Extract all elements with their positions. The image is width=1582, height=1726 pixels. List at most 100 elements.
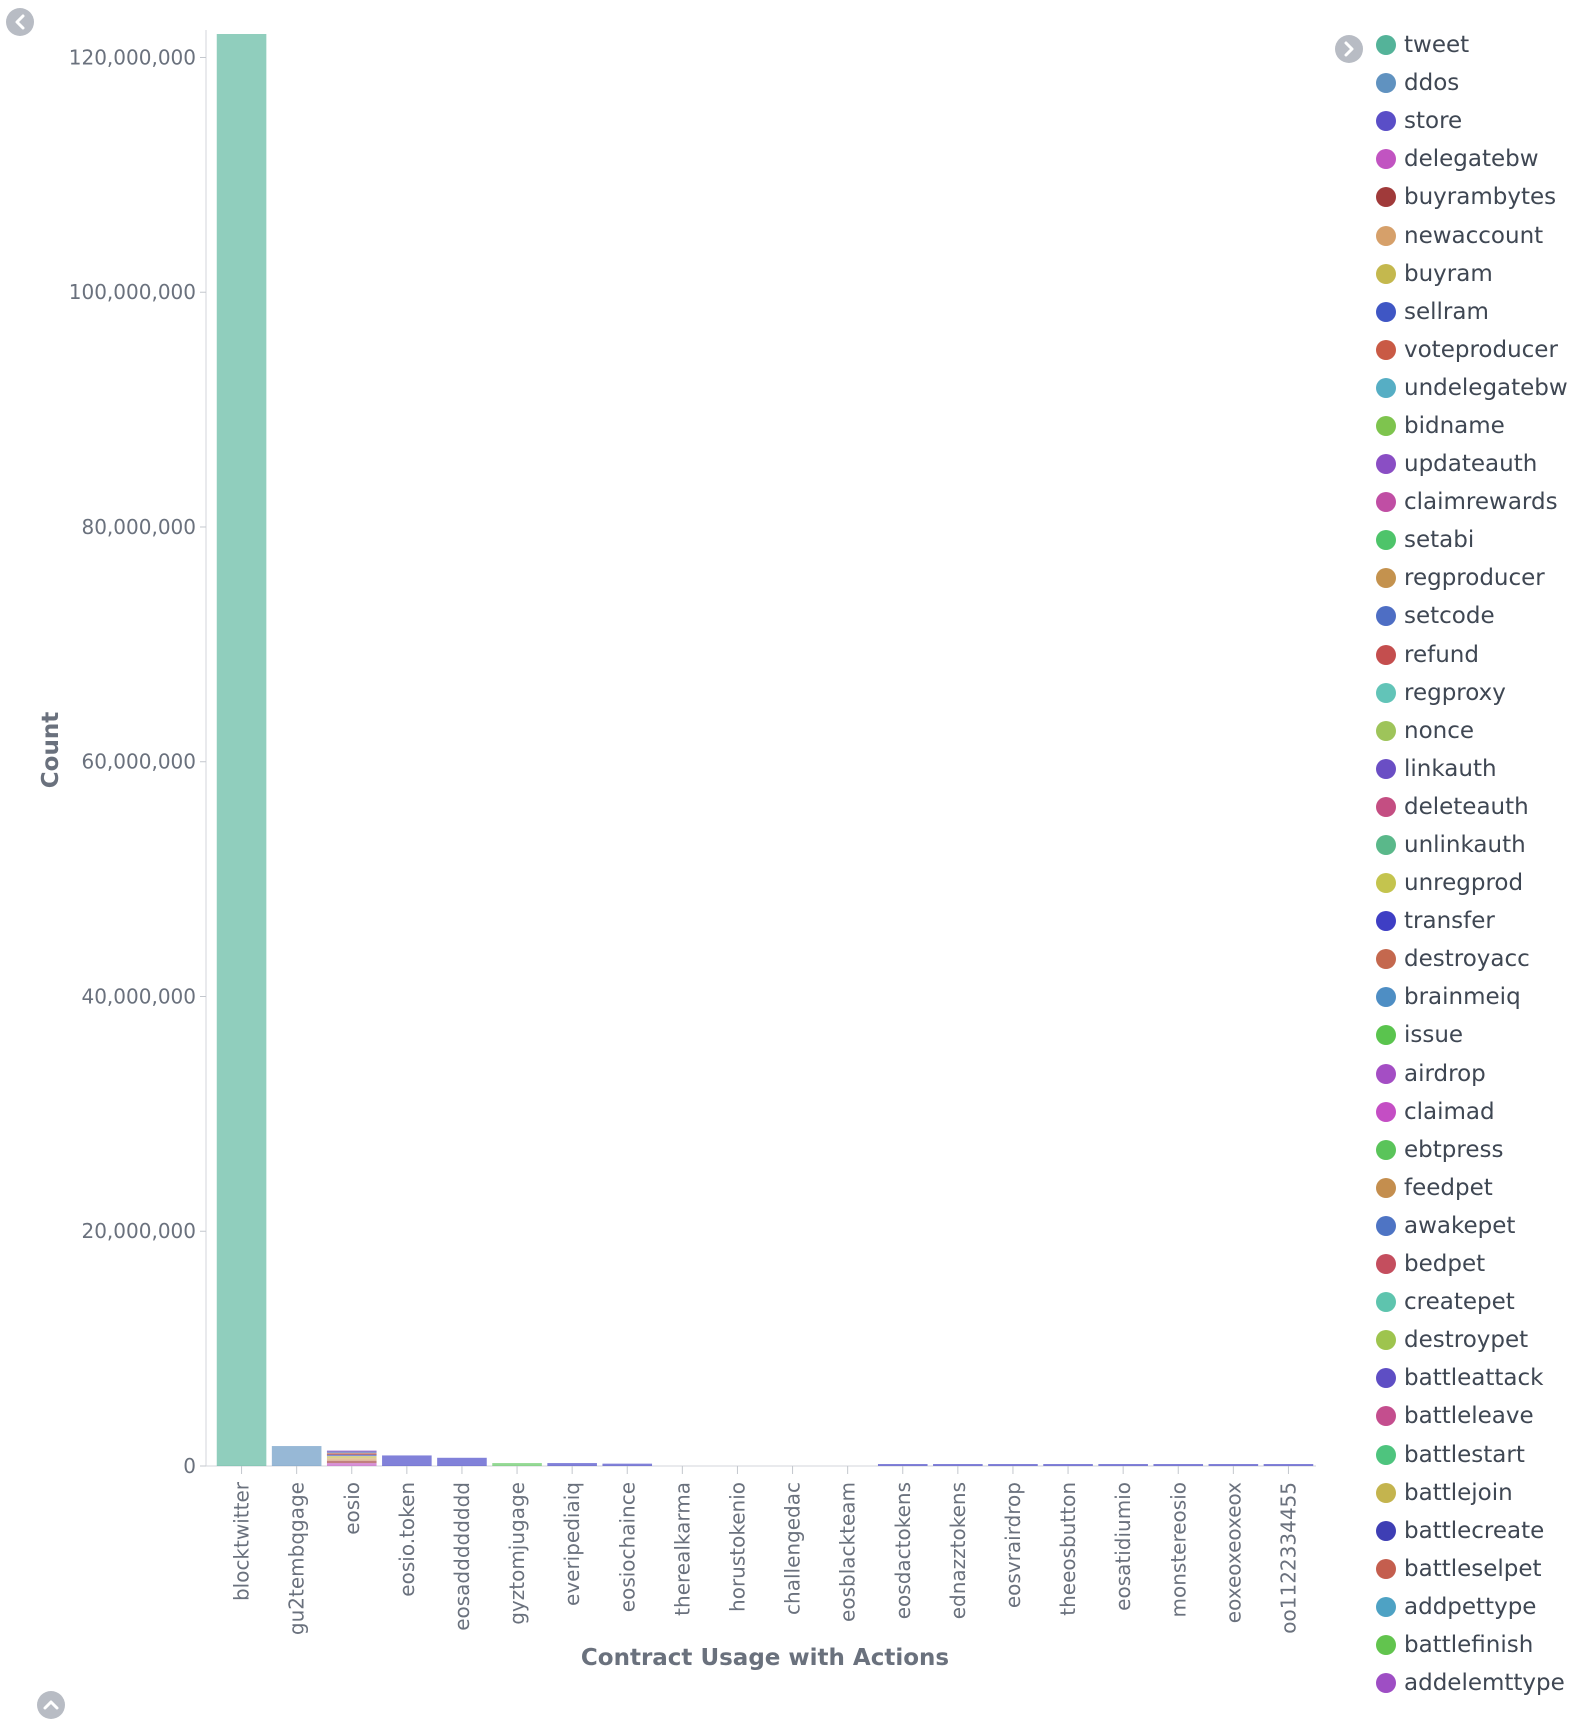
chevron-left-icon[interactable] xyxy=(6,8,34,36)
legend-item-battleattack[interactable]: battleattack xyxy=(1376,1359,1582,1397)
legend-label: setcode xyxy=(1404,603,1495,630)
legend-swatch xyxy=(1376,492,1396,513)
y-tick-label: 40,000,000 xyxy=(81,984,196,1008)
legend-item-createpet[interactable]: createpet xyxy=(1376,1283,1582,1321)
legend-swatch xyxy=(1376,1330,1396,1351)
legend-label: ebtpress xyxy=(1404,1136,1504,1163)
legend-item-nonce[interactable]: nonce xyxy=(1376,712,1582,750)
legend-item-destroypet[interactable]: destroypet xyxy=(1376,1321,1582,1359)
legend-swatch xyxy=(1376,149,1396,170)
legend-swatch xyxy=(1376,796,1396,817)
bar-monstereosio-transfer xyxy=(1153,1464,1204,1466)
legend-item-battlefinish[interactable]: battlefinish xyxy=(1376,1626,1582,1664)
bar-blocktwitter-tweet xyxy=(216,34,267,1466)
legend-item-updateauth[interactable]: updateauth xyxy=(1376,445,1582,483)
legend-swatch xyxy=(1376,987,1396,1008)
legend-label: issue xyxy=(1404,1022,1464,1049)
bar-eosio-delegatebw xyxy=(326,1463,377,1466)
x-tick-label: gyztomjugage xyxy=(505,1482,529,1625)
legend-item-battlestart[interactable]: battlestart xyxy=(1376,1435,1582,1473)
legend-item-sellram[interactable]: sellram xyxy=(1376,293,1582,331)
legend-item-regproducer[interactable]: regproducer xyxy=(1376,559,1582,597)
legend-swatch xyxy=(1376,339,1396,360)
legend-item-addelemttype[interactable]: addelemttype xyxy=(1376,1664,1582,1702)
x-tick-label: eosio.token xyxy=(395,1482,419,1597)
bar-eoxeoxeoxeox-transfer xyxy=(1208,1464,1259,1466)
x-tick-label: eosatidiumio xyxy=(1111,1482,1135,1611)
legend-label: regproxy xyxy=(1404,679,1506,706)
legend-item-tweet[interactable]: tweet xyxy=(1376,26,1582,64)
bar-eosio-updateauth xyxy=(326,1450,377,1453)
x-tick-label: eosdactokens xyxy=(891,1482,915,1619)
legend-item-regproxy[interactable]: regproxy xyxy=(1376,674,1582,712)
legend-item-deleteauth[interactable]: deleteauth xyxy=(1376,788,1582,826)
bar-ednazztokens-transfer xyxy=(933,1464,983,1466)
legend-swatch xyxy=(1376,1063,1396,1084)
legend-swatch xyxy=(1376,377,1396,398)
legend-swatch xyxy=(1376,606,1396,627)
legend-item-ddos[interactable]: ddos xyxy=(1376,64,1582,102)
chevron-up-icon[interactable] xyxy=(37,1691,65,1719)
legend-item-destroyacc[interactable]: destroyacc xyxy=(1376,940,1582,978)
legend-item-linkauth[interactable]: linkauth xyxy=(1376,750,1582,788)
legend-item-battlecreate[interactable]: battlecreate xyxy=(1376,1512,1582,1550)
legend-item-unregprod[interactable]: unregprod xyxy=(1376,864,1582,902)
legend-item-claimrewards[interactable]: claimrewards xyxy=(1376,483,1582,521)
x-tick-label: therealkarma xyxy=(670,1482,694,1616)
legend-item-battleselpet[interactable]: battleselpet xyxy=(1376,1550,1582,1588)
legend-item-delegatebw[interactable]: delegatebw xyxy=(1376,140,1582,178)
y-axis-title: Count xyxy=(38,712,64,788)
legend-item-awakepet[interactable]: awakepet xyxy=(1376,1207,1582,1245)
legend-item-setabi[interactable]: setabi xyxy=(1376,521,1582,559)
legend-label: feedpet xyxy=(1404,1174,1493,1201)
bar-gyztomjugage-ebtpress xyxy=(492,1463,542,1466)
legend-item-undelegatebw[interactable]: undelegatebw xyxy=(1376,369,1582,407)
x-axis-title: Contract Usage with Actions xyxy=(581,1645,949,1671)
legend-item-bidname[interactable]: bidname xyxy=(1376,407,1582,445)
legend-label: battlestart xyxy=(1404,1441,1525,1468)
chevron-right-icon[interactable] xyxy=(1335,35,1363,63)
legend-item-transfer[interactable]: transfer xyxy=(1376,902,1582,940)
legend-label: claimad xyxy=(1404,1098,1495,1125)
legend-item-bedpet[interactable]: bedpet xyxy=(1376,1245,1582,1283)
legend-item-airdrop[interactable]: airdrop xyxy=(1376,1055,1582,1093)
x-tick-label: eoxeoxeoxeox xyxy=(1221,1482,1245,1623)
legend-item-voteproducer[interactable]: voteproducer xyxy=(1376,331,1582,369)
legend-swatch xyxy=(1376,1215,1396,1236)
bar-everipediaiq-transfer xyxy=(547,1463,597,1466)
legend-label: bidname xyxy=(1404,412,1505,439)
legend-item-store[interactable]: store xyxy=(1376,102,1582,140)
legend-item-battlejoin[interactable]: battlejoin xyxy=(1376,1474,1582,1512)
legend-label: delegatebw xyxy=(1404,146,1539,173)
legend-item-issue[interactable]: issue xyxy=(1376,1016,1582,1054)
legend-item-brainmeiq[interactable]: brainmeiq xyxy=(1376,978,1582,1016)
legend-item-buyrambytes[interactable]: buyrambytes xyxy=(1376,178,1582,216)
legend-label: unregprod xyxy=(1404,870,1524,897)
legend-item-unlinkauth[interactable]: unlinkauth xyxy=(1376,826,1582,864)
legend-item-addpettype[interactable]: addpettype xyxy=(1376,1588,1582,1626)
legend-item-buyram[interactable]: buyram xyxy=(1376,255,1582,293)
legend-swatch xyxy=(1376,73,1396,94)
x-tick-label: theeosbutton xyxy=(1056,1482,1080,1616)
y-tick-label: 60,000,000 xyxy=(81,750,196,774)
legend-label: nonce xyxy=(1404,717,1475,744)
legend-label: addelemttype xyxy=(1404,1670,1565,1697)
legend-label: battlejoin xyxy=(1404,1479,1513,1506)
legend-item-battleleave[interactable]: battleleave xyxy=(1376,1397,1582,1435)
legend-swatch xyxy=(1376,454,1396,475)
legend-item-setcode[interactable]: setcode xyxy=(1376,597,1582,635)
legend-label: updateauth xyxy=(1404,451,1538,478)
legend-swatch xyxy=(1376,720,1396,741)
legend-label: buyrambytes xyxy=(1404,184,1557,211)
legend-item-claimad[interactable]: claimad xyxy=(1376,1093,1582,1131)
legend-label: destroypet xyxy=(1404,1327,1529,1354)
legend-item-ebtpress[interactable]: ebtpress xyxy=(1376,1131,1582,1169)
legend-swatch xyxy=(1376,415,1396,436)
legend-item-feedpet[interactable]: feedpet xyxy=(1376,1169,1582,1207)
legend-item-newaccount[interactable]: newaccount xyxy=(1376,216,1582,254)
legend-item-refund[interactable]: refund xyxy=(1376,636,1582,674)
legend-label: ddos xyxy=(1404,70,1460,97)
legend-label: battleattack xyxy=(1404,1365,1544,1392)
legend-swatch xyxy=(1376,949,1396,970)
